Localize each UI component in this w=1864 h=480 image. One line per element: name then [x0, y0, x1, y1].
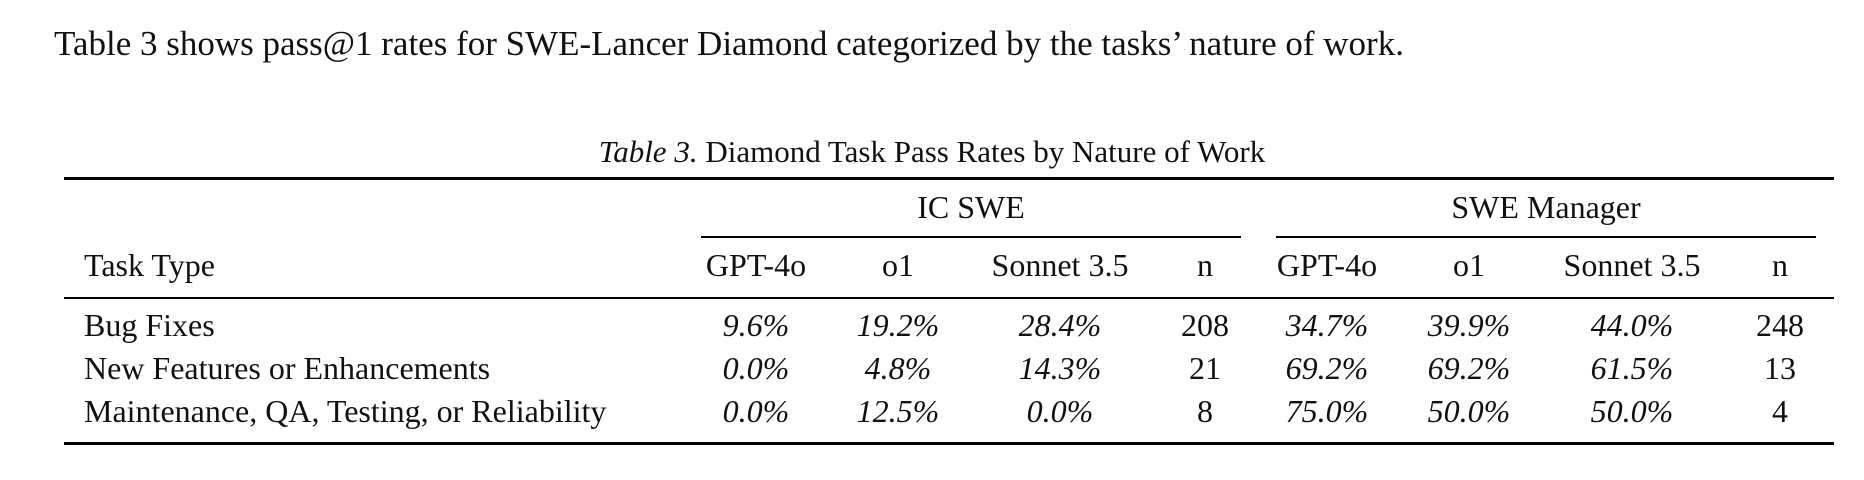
- table-cell: 0.0%: [722, 393, 790, 429]
- table-cell: 12.5%: [856, 393, 940, 429]
- swe-manager-group-rule: [1276, 236, 1816, 238]
- column-header: Sonnet 3.5: [1563, 247, 1701, 283]
- table-cell: 0.0%: [1026, 393, 1094, 429]
- table-caption-label: Table 3.: [598, 134, 698, 169]
- table-cell: 34.7%: [1285, 307, 1369, 343]
- table-top-rule: [64, 177, 1834, 180]
- table-cell: 4.8%: [864, 350, 932, 386]
- group-header-swe-manager: SWE Manager: [1451, 189, 1641, 225]
- row-label: Maintenance, QA, Testing, or Reliability: [84, 393, 607, 429]
- table-cell: 248: [1756, 307, 1804, 343]
- row-label: New Features or Enhancements: [84, 350, 491, 386]
- intro-paragraph: Table 3 shows pass@1 rates for SWE-Lance…: [54, 24, 1404, 63]
- table-caption-text: Diamond Task Pass Rates by Nature of Wor…: [705, 134, 1266, 169]
- ic-swe-group-rule: [701, 236, 1241, 238]
- row-header-task-type: Task Type: [84, 247, 215, 283]
- column-header: n: [1772, 247, 1788, 283]
- table-cell: 75.0%: [1285, 393, 1369, 429]
- table-cell: 14.3%: [1018, 350, 1102, 386]
- table-cell: 50.0%: [1427, 393, 1511, 429]
- table-cell: 9.6%: [722, 307, 790, 343]
- table-caption: Table 3. Diamond Task Pass Rates by Natu…: [0, 132, 1864, 172]
- table-cell: 19.2%: [856, 307, 940, 343]
- table-cell: 0.0%: [722, 350, 790, 386]
- column-header: GPT-4o: [1276, 247, 1378, 283]
- table-cell: 4: [1772, 393, 1788, 429]
- table-bottom-rule: [64, 442, 1834, 445]
- table-header-rule: [64, 297, 1834, 299]
- column-header: Sonnet 3.5: [991, 247, 1129, 283]
- table-cell: 50.0%: [1590, 393, 1674, 429]
- table-cell: 13: [1764, 350, 1796, 386]
- group-header-ic-swe: IC SWE: [917, 189, 1025, 225]
- table-cell: 21: [1189, 350, 1221, 386]
- table-cell: 69.2%: [1285, 350, 1369, 386]
- column-header: n: [1197, 247, 1213, 283]
- table-cell: 44.0%: [1590, 307, 1674, 343]
- table-cell: 208: [1181, 307, 1229, 343]
- table-cell: 69.2%: [1427, 350, 1511, 386]
- table-cell: 61.5%: [1590, 350, 1674, 386]
- column-header: GPT-4o: [705, 247, 807, 283]
- column-header: o1: [882, 247, 914, 283]
- table-cell: 39.9%: [1427, 307, 1511, 343]
- row-label: Bug Fixes: [84, 307, 215, 343]
- table-cell: 28.4%: [1018, 307, 1102, 343]
- column-header: o1: [1453, 247, 1485, 283]
- table-cell: 8: [1197, 393, 1213, 429]
